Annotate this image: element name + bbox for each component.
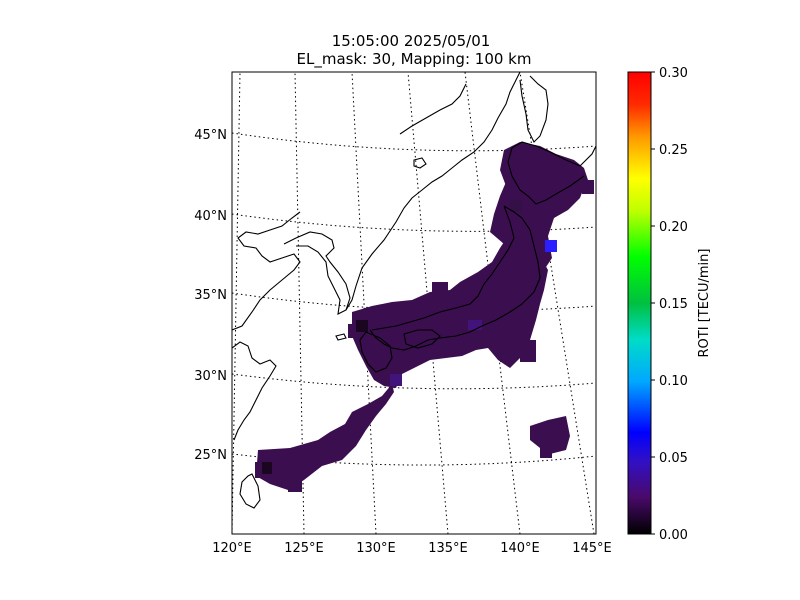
cb-tick-0: 0.00 [659, 528, 688, 543]
colorbar-tick-labels: 0.00 0.05 0.10 0.15 0.20 0.25 0.30 [659, 66, 688, 543]
cb-tick-4: 0.20 [659, 220, 688, 235]
colorbar-gradient [627, 71, 652, 535]
lon-tick-120: 120°E [212, 541, 252, 556]
cb-tick-3: 0.15 [659, 297, 688, 312]
cb-tick-1: 0.05 [659, 451, 688, 466]
plot-title-time: 15:05:00 2025/05/01 [332, 32, 491, 50]
map-frame [231, 71, 597, 535]
colorbar-tick-marks [651, 71, 655, 535]
lat-tick-35: 35°N [194, 288, 227, 303]
map-panel: 120°E 125°E 130°E 135°E 140°E 145°E 25°N… [194, 71, 612, 556]
lat-tick-40: 40°N [194, 209, 227, 224]
lat-tick-labels: 25°N 30°N 35°N 40°N 45°N [194, 128, 227, 463]
lon-tick-130: 130°E [356, 541, 396, 556]
lon-tick-140: 140°E [500, 541, 540, 556]
colorbar-label: ROTI [TECU/min] [697, 249, 712, 358]
lat-tick-30: 30°N [194, 369, 227, 384]
colorbar: 0.00 0.05 0.10 0.15 0.20 0.25 0.30 ROTI … [627, 66, 712, 543]
cb-tick-5: 0.25 [659, 143, 688, 158]
lon-tick-125: 125°E [284, 541, 324, 556]
cb-tick-6: 0.30 [659, 66, 688, 81]
high-roti-cell [545, 240, 557, 252]
lon-tick-labels: 120°E 125°E 130°E 135°E 140°E 145°E [212, 541, 612, 556]
cb-tick-2: 0.10 [659, 374, 688, 389]
lat-tick-25: 25°N [194, 448, 227, 463]
lon-tick-135: 135°E [428, 541, 468, 556]
coastlines [232, 72, 596, 509]
lon-tick-145: 145°E [572, 541, 612, 556]
plot-title-params: EL_mask: 30, Mapping: 100 km [297, 50, 532, 69]
lat-tick-45: 45°N [194, 128, 227, 143]
